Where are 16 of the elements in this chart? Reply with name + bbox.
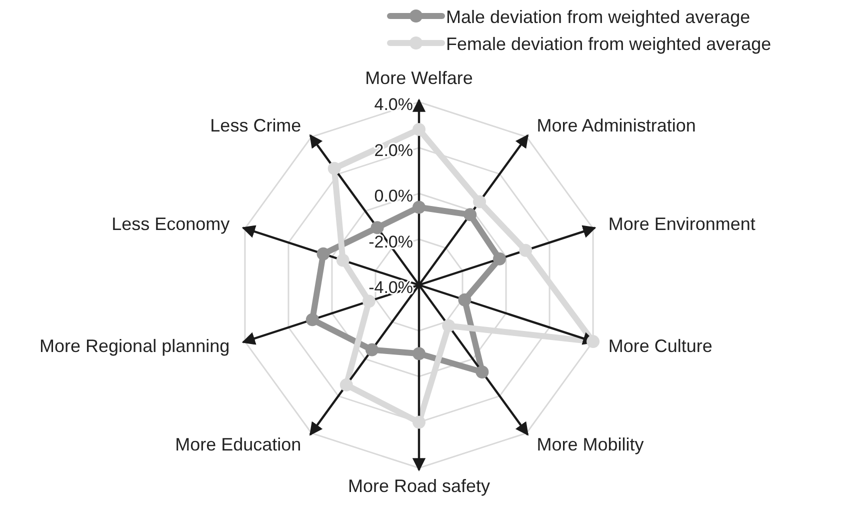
spoke-label: More Culture xyxy=(608,336,712,356)
spoke-label: More Regional planning xyxy=(40,336,230,356)
spoke-label: More Education xyxy=(175,434,302,454)
y-tick-label: -4.0% xyxy=(368,278,413,297)
spoke-label: More Environment xyxy=(608,214,756,234)
spoke-label: More Administration xyxy=(536,116,696,136)
spoke-label: More Welfare xyxy=(365,68,473,88)
y-tick-label: 0.0% xyxy=(374,186,413,206)
spoke-label: Less Crime xyxy=(210,116,302,136)
legend-label: Male deviation from weighted average xyxy=(446,7,750,27)
spoke-label: Less Economy xyxy=(112,214,230,234)
spoke-label: More Mobility xyxy=(536,434,644,454)
spoke-label: More Road safety xyxy=(348,476,490,496)
y-tick-label: 2.0% xyxy=(374,140,413,160)
legend-label: Female deviation from weighted average xyxy=(446,34,772,54)
y-tick-label: 4.0% xyxy=(374,95,413,114)
